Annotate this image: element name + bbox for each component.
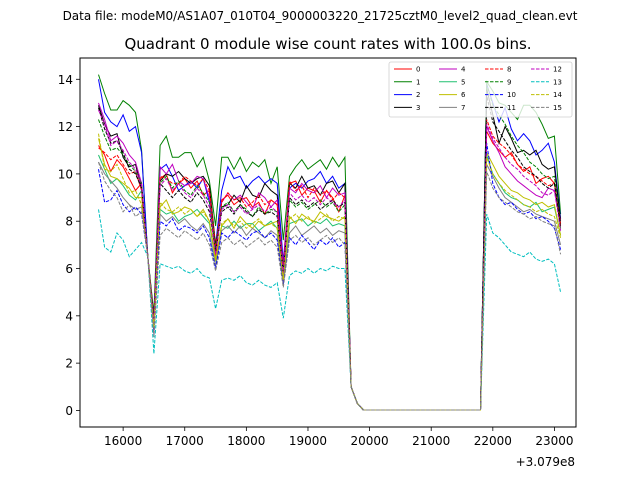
y-tick-label: 8 — [65, 215, 73, 229]
x-offset-label: +3.079e8 — [516, 455, 575, 469]
legend-frame — [388, 61, 573, 118]
x-tick-label: 22000 — [474, 434, 512, 448]
chart-title: Quadrant 0 module wise count rates with … — [124, 35, 531, 53]
legend-label-8: 8 — [507, 66, 511, 74]
x-axis: 16000 17000 18000 19000 20000 21000 22000 23000 — [104, 427, 574, 448]
legend-label-2: 2 — [416, 91, 420, 99]
legend-label-3: 3 — [416, 104, 420, 112]
x-tick-label: 21000 — [412, 434, 450, 448]
y-tick-label: 14 — [58, 73, 73, 87]
legend-label-0: 0 — [416, 66, 420, 74]
x-tick-label: 20000 — [350, 434, 388, 448]
x-tick-label: 17000 — [166, 434, 204, 448]
legend-label-14: 14 — [553, 91, 562, 99]
legend-label-5: 5 — [461, 78, 465, 86]
legend-label-13: 13 — [553, 78, 562, 86]
y-tick-label: 2 — [65, 357, 73, 371]
suptitle: Data file: modeM0/AS1A07_010T04_90000032… — [63, 9, 578, 23]
x-tick-label: 19000 — [289, 434, 327, 448]
plot-area — [79, 57, 577, 428]
series-line-11 — [98, 95, 562, 411]
legend-label-4: 4 — [461, 66, 466, 74]
axes-border — [79, 57, 577, 428]
series-line-10 — [98, 143, 562, 411]
x-tick-label: 18000 — [227, 434, 265, 448]
legend-label-11: 11 — [507, 104, 516, 112]
series-line-15 — [98, 161, 562, 411]
y-tick-label: 4 — [65, 309, 73, 323]
y-tick-label: 10 — [58, 167, 73, 181]
legend-label-9: 9 — [507, 78, 511, 86]
series-line-13 — [98, 209, 562, 411]
x-tick-label: 16000 — [104, 434, 142, 448]
legend-label-6: 6 — [461, 91, 466, 99]
y-tick-label: 12 — [58, 120, 73, 134]
y-axis: 0 2 4 6 8 10 12 14 — [58, 73, 80, 418]
series-layer — [98, 74, 562, 411]
legend-label-12: 12 — [553, 66, 562, 74]
y-tick-label: 6 — [65, 262, 73, 276]
legend-label-1: 1 — [416, 78, 420, 86]
legend-label-10: 10 — [507, 91, 516, 99]
y-tick-label: 0 — [65, 404, 73, 418]
x-tick-label: 23000 — [535, 434, 573, 448]
legend-label-7: 7 — [461, 104, 465, 112]
legend-label-15: 15 — [553, 104, 562, 112]
